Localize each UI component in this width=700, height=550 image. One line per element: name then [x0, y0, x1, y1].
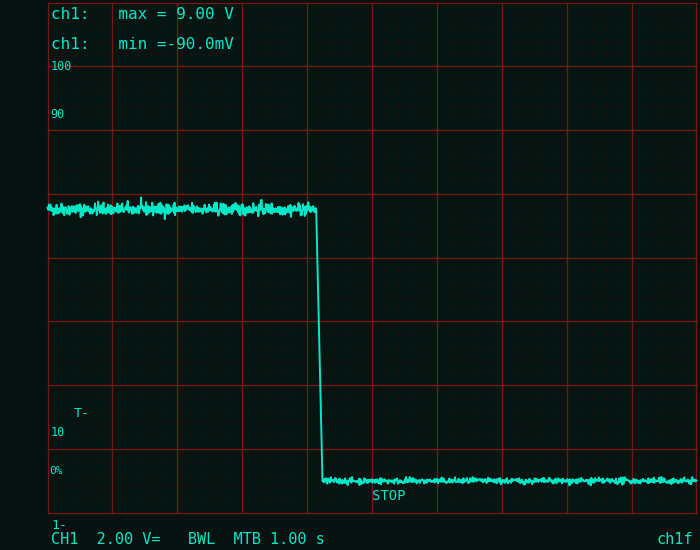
Text: 90: 90 [50, 108, 64, 121]
Text: ch1:   max = 9.00 V: ch1: max = 9.00 V [51, 7, 234, 22]
Text: T-: T- [74, 408, 90, 420]
Text: ch1f: ch1f [657, 532, 693, 547]
Text: ch1:   min =-90.0mV: ch1: min =-90.0mV [51, 37, 234, 52]
Text: 0%: 0% [49, 466, 62, 476]
Text: 1-: 1- [51, 519, 67, 532]
Text: 100: 100 [50, 60, 72, 73]
Text: STOP: STOP [372, 490, 405, 503]
Text: CH1  2.00 V=   BWL  MTB 1.00 s: CH1 2.00 V= BWL MTB 1.00 s [51, 532, 325, 547]
Text: 10: 10 [50, 426, 64, 439]
